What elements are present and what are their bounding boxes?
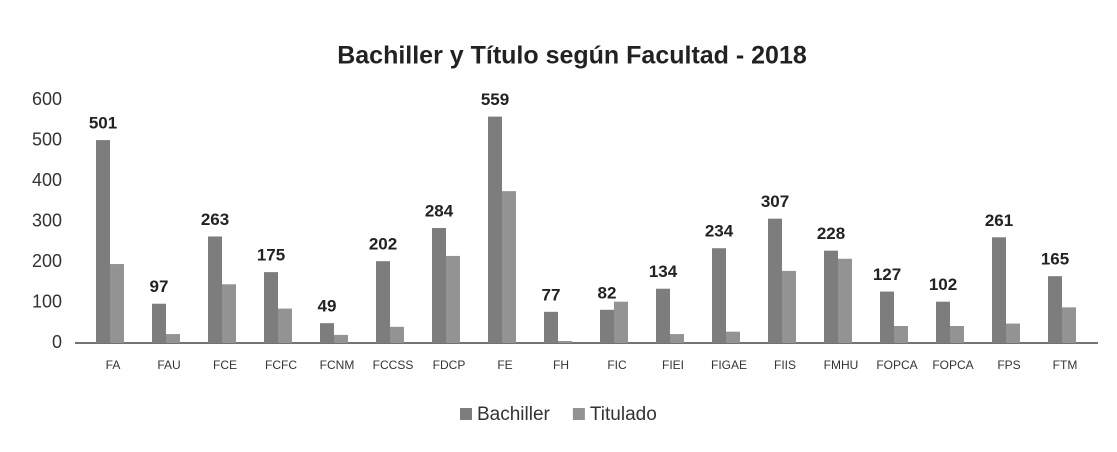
bar <box>446 255 460 343</box>
x-tick-label: FAU <box>157 358 180 372</box>
x-tick-label: FA <box>106 358 121 372</box>
data-label: 102 <box>929 275 957 294</box>
x-tick-label: FOPCA <box>876 358 917 372</box>
x-tick-label: FPS <box>997 358 1020 372</box>
legend-label: Titulado <box>590 404 657 425</box>
bar <box>712 248 726 343</box>
data-label: 261 <box>985 211 1013 230</box>
x-tick-label: FH <box>553 358 569 372</box>
bar <box>376 261 390 343</box>
x-tick-label: FIC <box>607 358 627 372</box>
data-label: 263 <box>201 210 229 229</box>
data-label: 127 <box>873 265 901 284</box>
legend-swatch <box>572 408 585 420</box>
data-label: 49 <box>318 297 337 316</box>
y-tick-label: 300 <box>32 210 62 230</box>
y-tick-label: 400 <box>32 170 62 190</box>
x-tick-label: FCCSS <box>373 358 414 372</box>
y-tick-label: 600 <box>32 89 62 109</box>
chart-title: Bachiller y Título según Facultad - 2018 <box>337 42 807 70</box>
bar <box>264 272 278 343</box>
data-label: 82 <box>598 283 617 302</box>
x-tick-label: FOPCA <box>932 358 973 372</box>
x-tick-label: FMHU <box>824 358 859 372</box>
x-tick-label: FCFC <box>265 358 297 372</box>
bar <box>502 191 516 343</box>
y-tick-label: 100 <box>32 291 62 311</box>
x-tick-label: FCNM <box>320 358 355 372</box>
data-label: 77 <box>542 285 561 304</box>
bar <box>432 227 446 343</box>
data-label: 165 <box>1041 250 1069 269</box>
bar <box>838 258 852 343</box>
bar <box>614 301 628 343</box>
bar <box>208 236 222 343</box>
data-label: 234 <box>705 222 734 241</box>
x-tick-label: FTM <box>1053 358 1078 372</box>
y-tick-label: 500 <box>32 129 62 149</box>
bar <box>1048 276 1062 343</box>
bar <box>1062 307 1076 343</box>
bar <box>600 309 614 343</box>
bar <box>96 140 110 343</box>
data-label: 307 <box>761 192 789 211</box>
data-label: 559 <box>481 90 509 109</box>
bar <box>1006 323 1020 343</box>
bar <box>152 303 166 343</box>
data-label: 284 <box>425 201 454 220</box>
y-tick-label: 0 <box>52 332 62 352</box>
bar <box>768 218 782 343</box>
bar <box>950 325 964 343</box>
bar <box>278 308 292 343</box>
bar <box>222 284 236 343</box>
bar <box>670 334 684 343</box>
bar <box>320 323 334 343</box>
x-tick-label: FIEI <box>662 358 684 372</box>
bar <box>558 340 572 343</box>
x-tick-label: FIIS <box>774 358 796 372</box>
bar <box>936 301 950 343</box>
bar <box>824 250 838 343</box>
bar <box>110 264 124 343</box>
data-label: 501 <box>89 114 117 133</box>
y-tick-label: 200 <box>32 251 62 271</box>
bar <box>656 288 670 343</box>
bar <box>894 325 908 343</box>
bar <box>726 331 740 343</box>
data-label: 134 <box>649 262 678 281</box>
data-label: 202 <box>369 235 397 254</box>
bar <box>782 270 796 343</box>
x-tick-label: FDCP <box>433 358 466 372</box>
bar <box>992 237 1006 343</box>
data-label: 97 <box>150 277 169 296</box>
x-tick-label: FCE <box>213 358 237 372</box>
legend-label: Bachiller <box>477 404 551 425</box>
data-label: 175 <box>257 246 285 265</box>
bar <box>880 291 894 343</box>
bar <box>488 116 502 343</box>
bar <box>390 326 404 343</box>
x-tick-label: FE <box>497 358 512 372</box>
data-label: 228 <box>817 224 845 243</box>
bar <box>544 311 558 343</box>
bar <box>166 334 180 343</box>
bar <box>334 334 348 343</box>
legend-swatch <box>460 408 472 420</box>
x-tick-label: FIGAE <box>711 358 747 372</box>
